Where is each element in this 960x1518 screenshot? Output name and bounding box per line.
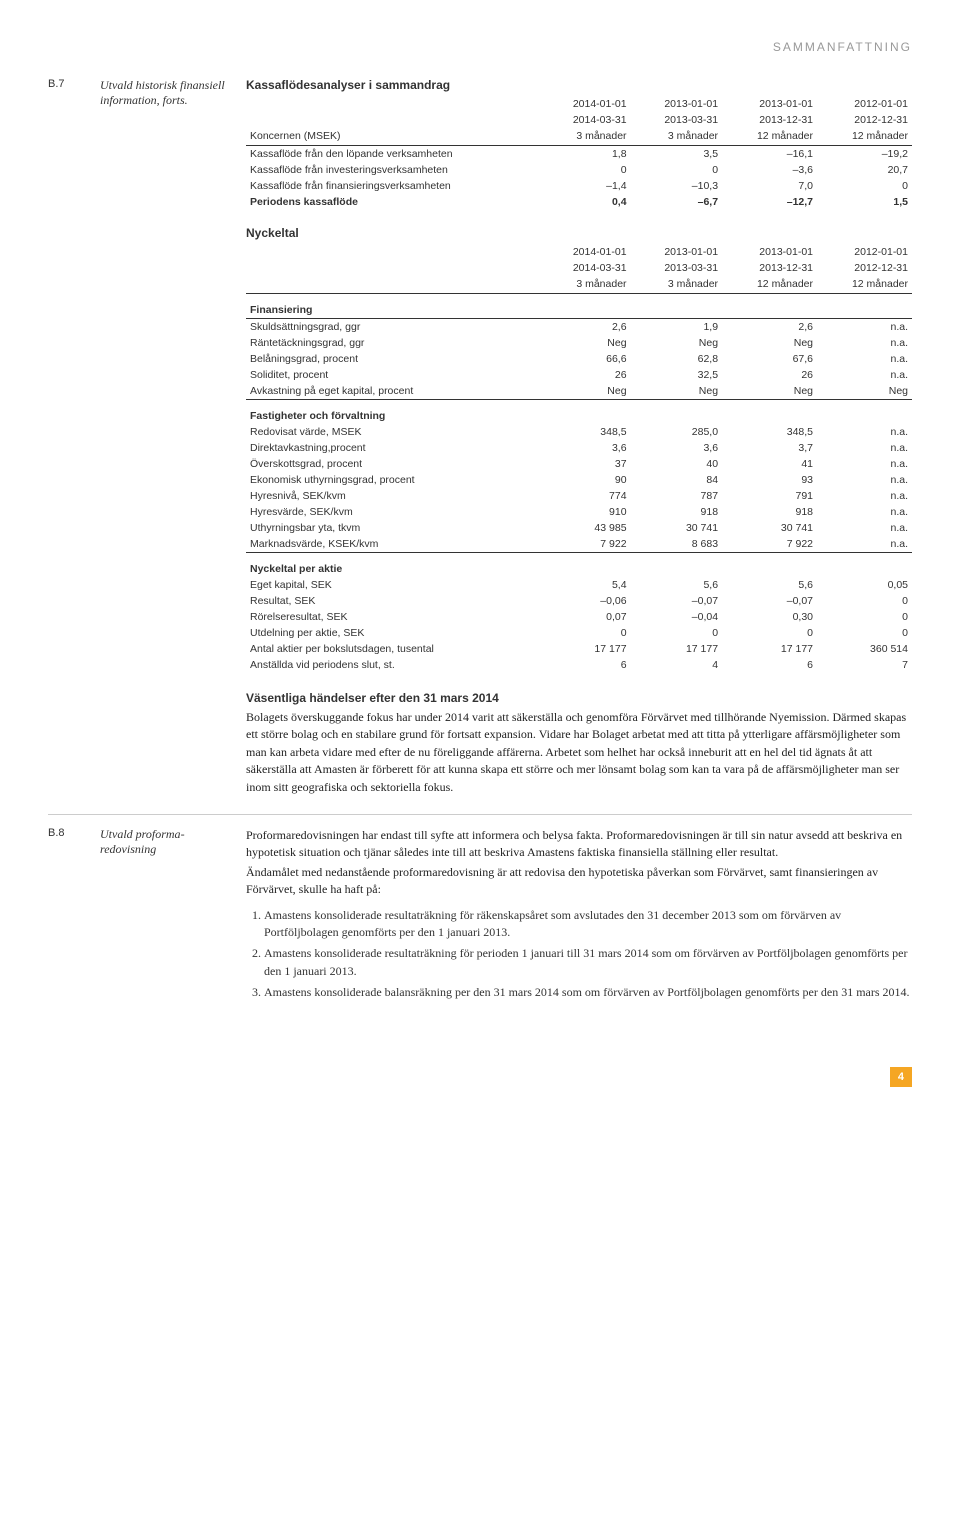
list-item: Amastens konsoliderade resultaträkning f… xyxy=(264,907,912,942)
page-number: 4 xyxy=(890,1067,912,1087)
table-row: Marknadsvärde, KSEK/kvm7 9228 6837 922n.… xyxy=(246,536,912,553)
section-code-b7: B.7 xyxy=(48,78,84,796)
table-row: Kassaflöde från finansieringsverksamhete… xyxy=(246,178,912,194)
table-group-title: Finansiering xyxy=(246,294,912,319)
b8-list: Amastens konsoliderade resultaträkning f… xyxy=(246,907,912,1002)
section-label-b8: Utvald proforma­redovisning xyxy=(100,827,230,1010)
events-title: Väsentliga händelser efter den 31 mars 2… xyxy=(246,691,912,705)
b8-para2: Ändamålet med nedanstående proformaredov… xyxy=(246,864,912,899)
table-row: Belåningsgrad, procent66,662,867,6n.a. xyxy=(246,351,912,367)
table-row: Kassaflöde från investeringsverksamheten… xyxy=(246,162,912,178)
table-row: Periodens kassaflöde0,4–6,7–12,71,5 xyxy=(246,194,912,210)
table-row: Kassaflöde från den löpande verksamheten… xyxy=(246,146,912,163)
table-row: Resultat, SEK–0,06–0,07–0,070 xyxy=(246,593,912,609)
table-group-title: Nyckeltal per aktie xyxy=(246,553,912,578)
table-row: Rörelseresultat, SEK0,07–0,040,300 xyxy=(246,609,912,625)
table-row: Redovisat värde, MSEK348,5285,0348,5n.a. xyxy=(246,424,912,440)
table-row: Antal aktier per bokslutsdagen, tusental… xyxy=(246,641,912,657)
list-item: Amastens konsoliderade balansräkning per… xyxy=(264,984,912,1001)
table-row: Hyresvärde, SEK/kvm910918918n.a. xyxy=(246,504,912,520)
table-row: Avkastning på eget kapital, procentNegNe… xyxy=(246,383,912,400)
ny-title: Nyckeltal xyxy=(246,226,912,240)
events-para: Bolagets överskuggande fokus har under 2… xyxy=(246,709,912,796)
table-row: Ekonomisk uthyrningsgrad, procent908493n… xyxy=(246,472,912,488)
table-row: Räntetäckningsgrad, ggrNegNegNegn.a. xyxy=(246,335,912,351)
table-row: Uthyrningsbar yta, tkvm43 98530 74130 74… xyxy=(246,520,912,536)
table-row: Eget kapital, SEK5,45,65,60,05 xyxy=(246,577,912,593)
table-row: Anställda vid periodens slut, st.6467 xyxy=(246,657,912,673)
section-label-b7: Utvald historisk finansiell information,… xyxy=(100,78,230,796)
table-row: Direktavkastning,procent3,63,63,7n.a. xyxy=(246,440,912,456)
section-code-b8: B.8 xyxy=(48,827,84,1010)
kf-title: Kassaflödesanalyser i sammandrag xyxy=(246,78,912,92)
b8-para1: Proformaredovisningen har endast till sy… xyxy=(246,827,912,862)
kf-table: 2014-01-01 2013-01-01 2013-01-01 2012-01… xyxy=(246,96,912,210)
table-row: Skuldsättningsgrad, ggr2,61,92,6n.a. xyxy=(246,319,912,336)
table-row: Överskottsgrad, procent374041n.a. xyxy=(246,456,912,472)
list-item: Amastens konsoliderade resultaträkning f… xyxy=(264,945,912,980)
table-group-title: Fastigheter och förvaltning xyxy=(246,400,912,425)
table-row: Soliditet, procent2632,526n.a. xyxy=(246,367,912,383)
page-header: SAMMANFATTNING xyxy=(48,40,912,54)
table-row: Hyresnivå, SEK/kvm774787791n.a. xyxy=(246,488,912,504)
table-row: Utdelning per aktie, SEK0000 xyxy=(246,625,912,641)
ny-table: 2014-01-01 2013-01-01 2013-01-01 2012-01… xyxy=(246,244,912,673)
